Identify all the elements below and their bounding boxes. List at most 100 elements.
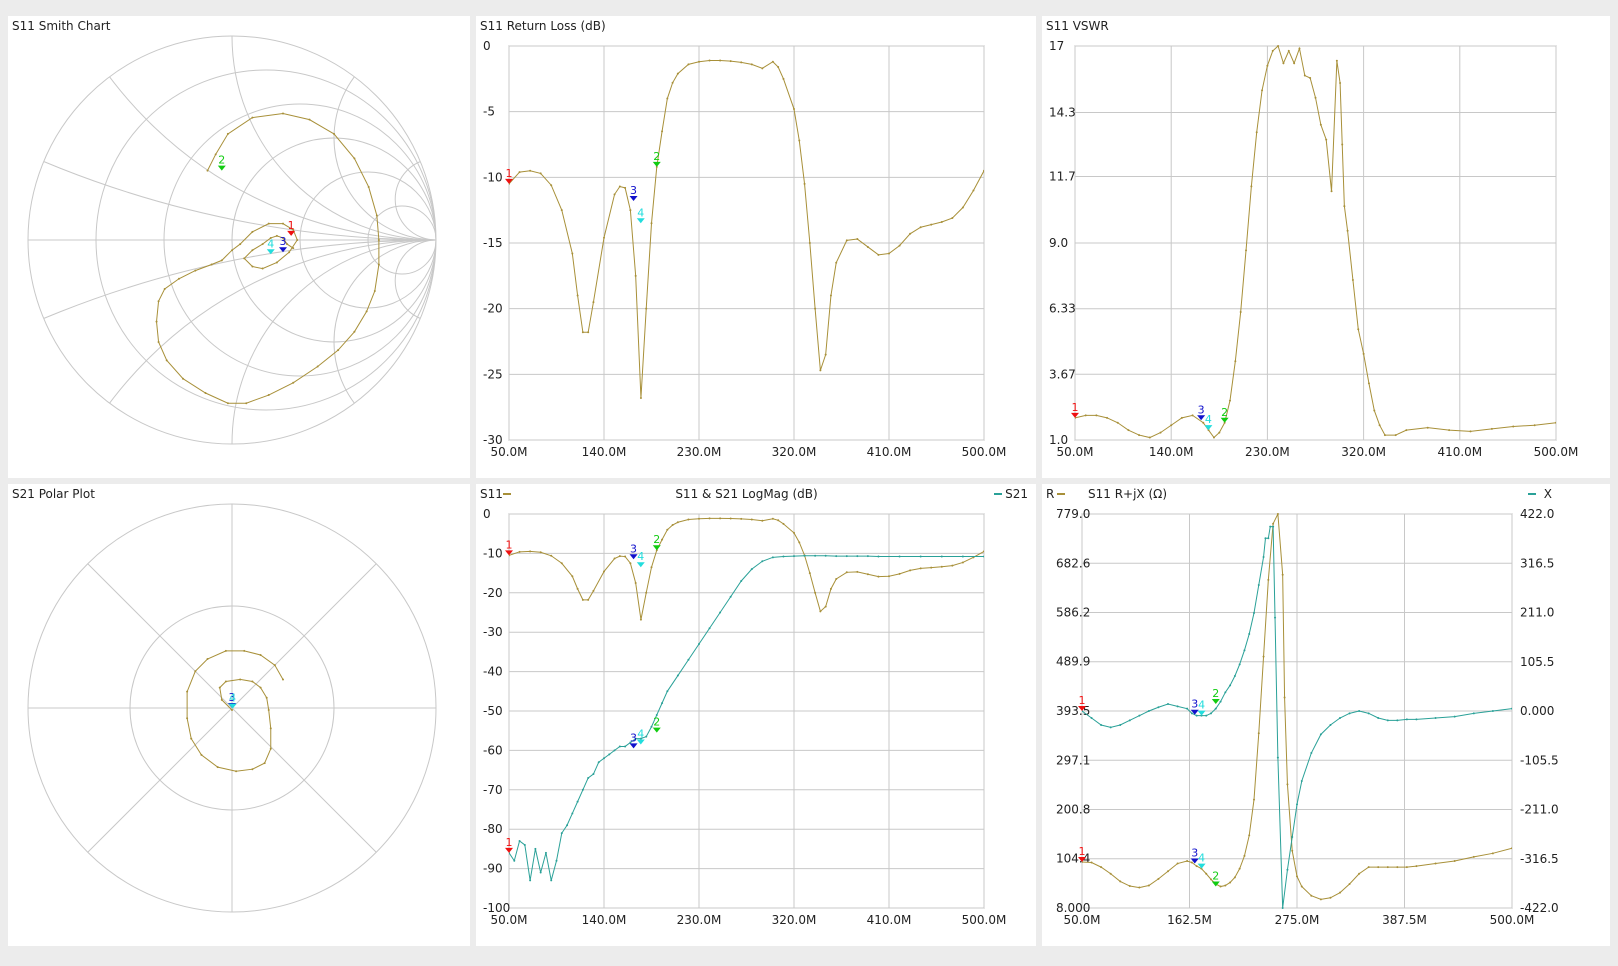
smith-chart-panel: S11 Smith Chart 1 2 3 4 bbox=[8, 16, 470, 478]
s21-trace-point bbox=[555, 859, 558, 862]
s11-trace-point bbox=[613, 557, 616, 560]
s11-trace-point bbox=[819, 610, 822, 613]
s11-smith-trace-point bbox=[353, 157, 356, 160]
s11-smith-trace-point bbox=[194, 269, 197, 272]
s11-trace-point bbox=[1277, 45, 1280, 47]
x-tick-label: 140.0M bbox=[1149, 445, 1194, 459]
marker-4-triangle bbox=[636, 218, 645, 224]
marker-2-triangle bbox=[652, 545, 661, 551]
s11-smith-trace-point bbox=[308, 118, 311, 121]
s11-trace-point bbox=[634, 581, 637, 584]
s11-trace-point bbox=[835, 578, 838, 581]
x-trace-point bbox=[1286, 868, 1289, 871]
s21-trace-point bbox=[845, 555, 848, 558]
smith-chart-svg: S11 Smith Chart 1 2 34 bbox=[12, 19, 437, 445]
s11-trace-point bbox=[661, 130, 664, 133]
s21-trace-point bbox=[597, 761, 600, 764]
x-trace-point bbox=[1511, 707, 1512, 710]
s11-trace-point bbox=[560, 562, 563, 565]
x-trace-point bbox=[1491, 710, 1494, 712]
x-tick-label: 500.0M bbox=[1490, 913, 1535, 927]
s11-trace-point bbox=[1325, 138, 1328, 141]
smith-grid bbox=[28, 36, 436, 444]
y-tick-label: -30 bbox=[483, 625, 503, 639]
marker-1-triangle bbox=[505, 550, 513, 556]
r-trace-point bbox=[1210, 878, 1212, 881]
s21-trace-point bbox=[771, 556, 774, 559]
marker-3-label: 3 bbox=[280, 235, 287, 248]
r-trace-point bbox=[1291, 849, 1294, 852]
s11-smith-trace-point bbox=[210, 263, 213, 266]
s11-smith-trace-point bbox=[214, 153, 217, 156]
r-trace-point bbox=[1224, 884, 1227, 887]
marker-1-label: 1 bbox=[506, 538, 513, 551]
smith-outer-circle bbox=[27, 35, 437, 445]
s11-trace-point bbox=[698, 517, 700, 520]
s11-trace-point bbox=[629, 209, 632, 212]
marker-2-triangle bbox=[652, 161, 661, 167]
s11-trace-point bbox=[1271, 49, 1274, 52]
smith-reactance-arc bbox=[394, 157, 436, 241]
r-trace-point bbox=[1358, 872, 1361, 875]
x-trace-point bbox=[1348, 712, 1351, 715]
r-trace-point bbox=[1348, 882, 1351, 885]
s21-trace-point bbox=[550, 879, 553, 882]
r-trace-line bbox=[1082, 513, 1512, 900]
s11-trace-point bbox=[1319, 123, 1322, 126]
s21-trace-point bbox=[898, 555, 901, 558]
y-tick-label: -25 bbox=[483, 367, 503, 381]
marker-2-triangle bbox=[1211, 881, 1220, 887]
s11-trace-point bbox=[898, 244, 901, 247]
s11-trace-point bbox=[1298, 47, 1301, 50]
s11-smith-trace-point bbox=[267, 394, 270, 397]
s11-trace-point bbox=[618, 555, 621, 558]
s11-trace-point bbox=[951, 217, 954, 220]
x-tick-label: 320.0M bbox=[772, 445, 817, 459]
s21-trace-point bbox=[919, 555, 922, 558]
s21-trace-line bbox=[509, 555, 984, 881]
marker-4-label: 4 bbox=[637, 206, 644, 219]
y-tick-label: 297.1 bbox=[1056, 753, 1090, 767]
s11-smith-trace-point bbox=[292, 228, 295, 231]
s11-trace-point bbox=[1555, 421, 1556, 424]
s21-trace-point bbox=[866, 555, 869, 558]
s21-trace-point bbox=[698, 643, 700, 646]
s11-trace-point bbox=[550, 184, 553, 187]
r-trace-point bbox=[1253, 798, 1255, 801]
s11-trace-point bbox=[587, 598, 590, 601]
y-tick-label: -80 bbox=[483, 822, 503, 836]
s11-trace-point bbox=[961, 561, 964, 564]
s11-trace-point bbox=[740, 61, 743, 64]
s11-trace-point bbox=[539, 551, 542, 554]
r-trace-point bbox=[1511, 847, 1512, 850]
s21-trace-point bbox=[814, 554, 817, 557]
s11-smith-trace-point bbox=[220, 259, 223, 262]
marker-2-label: 2 bbox=[653, 716, 660, 729]
s11-smith-trace-point bbox=[243, 257, 246, 260]
s11-trace-point bbox=[1261, 89, 1264, 92]
s21-polar-trace-point bbox=[251, 768, 254, 771]
y-tick-label: -20 bbox=[483, 586, 503, 600]
marker-1-label: 1 bbox=[506, 836, 513, 849]
s21-polar-trace-point bbox=[206, 658, 209, 661]
s21-trace-point bbox=[618, 745, 621, 748]
y-tick-label: -10 bbox=[483, 170, 503, 184]
x-trace-point bbox=[1229, 684, 1232, 687]
x-tick-label: 320.0M bbox=[1341, 445, 1386, 459]
s11-smith-trace-point bbox=[251, 116, 254, 119]
s21-trace-point bbox=[761, 560, 764, 563]
chart-title: S21 Polar Plot bbox=[12, 487, 95, 501]
smith-reactance-arc bbox=[231, 239, 436, 444]
s11-trace-point bbox=[587, 331, 590, 334]
s21-trace-point bbox=[803, 554, 806, 557]
x-trace-point bbox=[1128, 719, 1131, 722]
s11-smith-trace-point bbox=[226, 402, 229, 405]
s11-trace-point bbox=[518, 550, 521, 553]
logmag-svg: 50.0M 140.0M 230.0M 320.0M 410.0M 500.0M 0 -10 -… bbox=[480, 487, 1028, 927]
y2-tick-label: -211.0 bbox=[1520, 803, 1559, 817]
rx-traces bbox=[1082, 513, 1512, 909]
s11-trace-point bbox=[671, 81, 674, 84]
x-trace-point bbox=[1434, 717, 1437, 720]
x-trace-point bbox=[1186, 707, 1189, 710]
r-trace-point bbox=[1319, 898, 1322, 901]
